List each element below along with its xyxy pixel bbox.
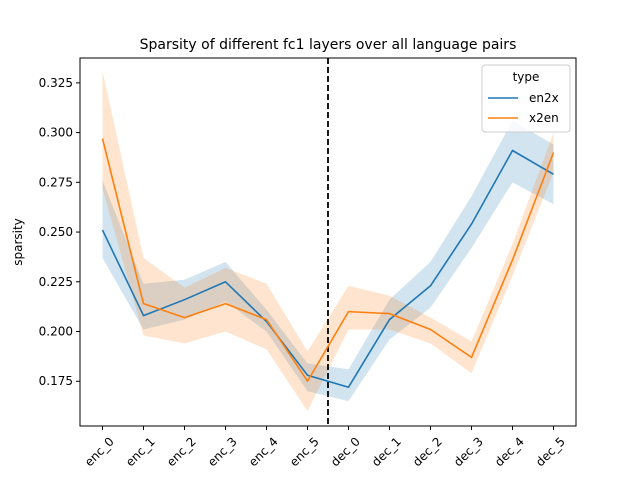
x-tick-label: dec_4 bbox=[492, 434, 527, 469]
x-tick-label: enc_1 bbox=[123, 434, 158, 469]
x-tick-label: enc_5 bbox=[287, 434, 322, 469]
y-tick-label: 0.275 bbox=[39, 175, 73, 189]
y-tick-label: 0.225 bbox=[39, 275, 73, 289]
legend: type en2x x2en bbox=[481, 64, 571, 133]
x-tick-label: enc_4 bbox=[246, 434, 281, 469]
series-line-en2x bbox=[101, 149, 554, 389]
x-tick-label: enc_0 bbox=[82, 434, 117, 469]
x-tick-label: enc_2 bbox=[164, 434, 199, 469]
x-tick-label: dec_0 bbox=[328, 434, 363, 469]
y-tick-label: 0.325 bbox=[39, 76, 73, 90]
x-tick-label: dec_2 bbox=[410, 434, 445, 469]
y-tick-label: 0.250 bbox=[39, 225, 73, 239]
legend-box bbox=[481, 64, 571, 133]
confidence-band-x2en bbox=[102, 70, 554, 412]
plot-area-frame bbox=[79, 57, 577, 427]
y-tick-label: 0.175 bbox=[39, 374, 73, 388]
chart-title: Sparsity of different fc1 layers over al… bbox=[140, 37, 517, 53]
confidence-band-en2x bbox=[102, 120, 554, 402]
x-tick-label: enc_3 bbox=[205, 434, 240, 469]
y-tick-label: 0.300 bbox=[39, 126, 73, 140]
x-tick-label: dec_1 bbox=[369, 434, 404, 469]
legend-label-x2en: x2en bbox=[529, 111, 559, 125]
x-tick-label: dec_3 bbox=[451, 434, 486, 469]
x-tick-label: dec_5 bbox=[533, 434, 568, 469]
series-line-x2en bbox=[101, 138, 555, 383]
y-axis-label: sparsity bbox=[11, 218, 25, 266]
y-tick-label: 0.200 bbox=[39, 325, 73, 339]
legend-title: type bbox=[513, 70, 540, 84]
legend-label-en2x: en2x bbox=[529, 91, 559, 105]
